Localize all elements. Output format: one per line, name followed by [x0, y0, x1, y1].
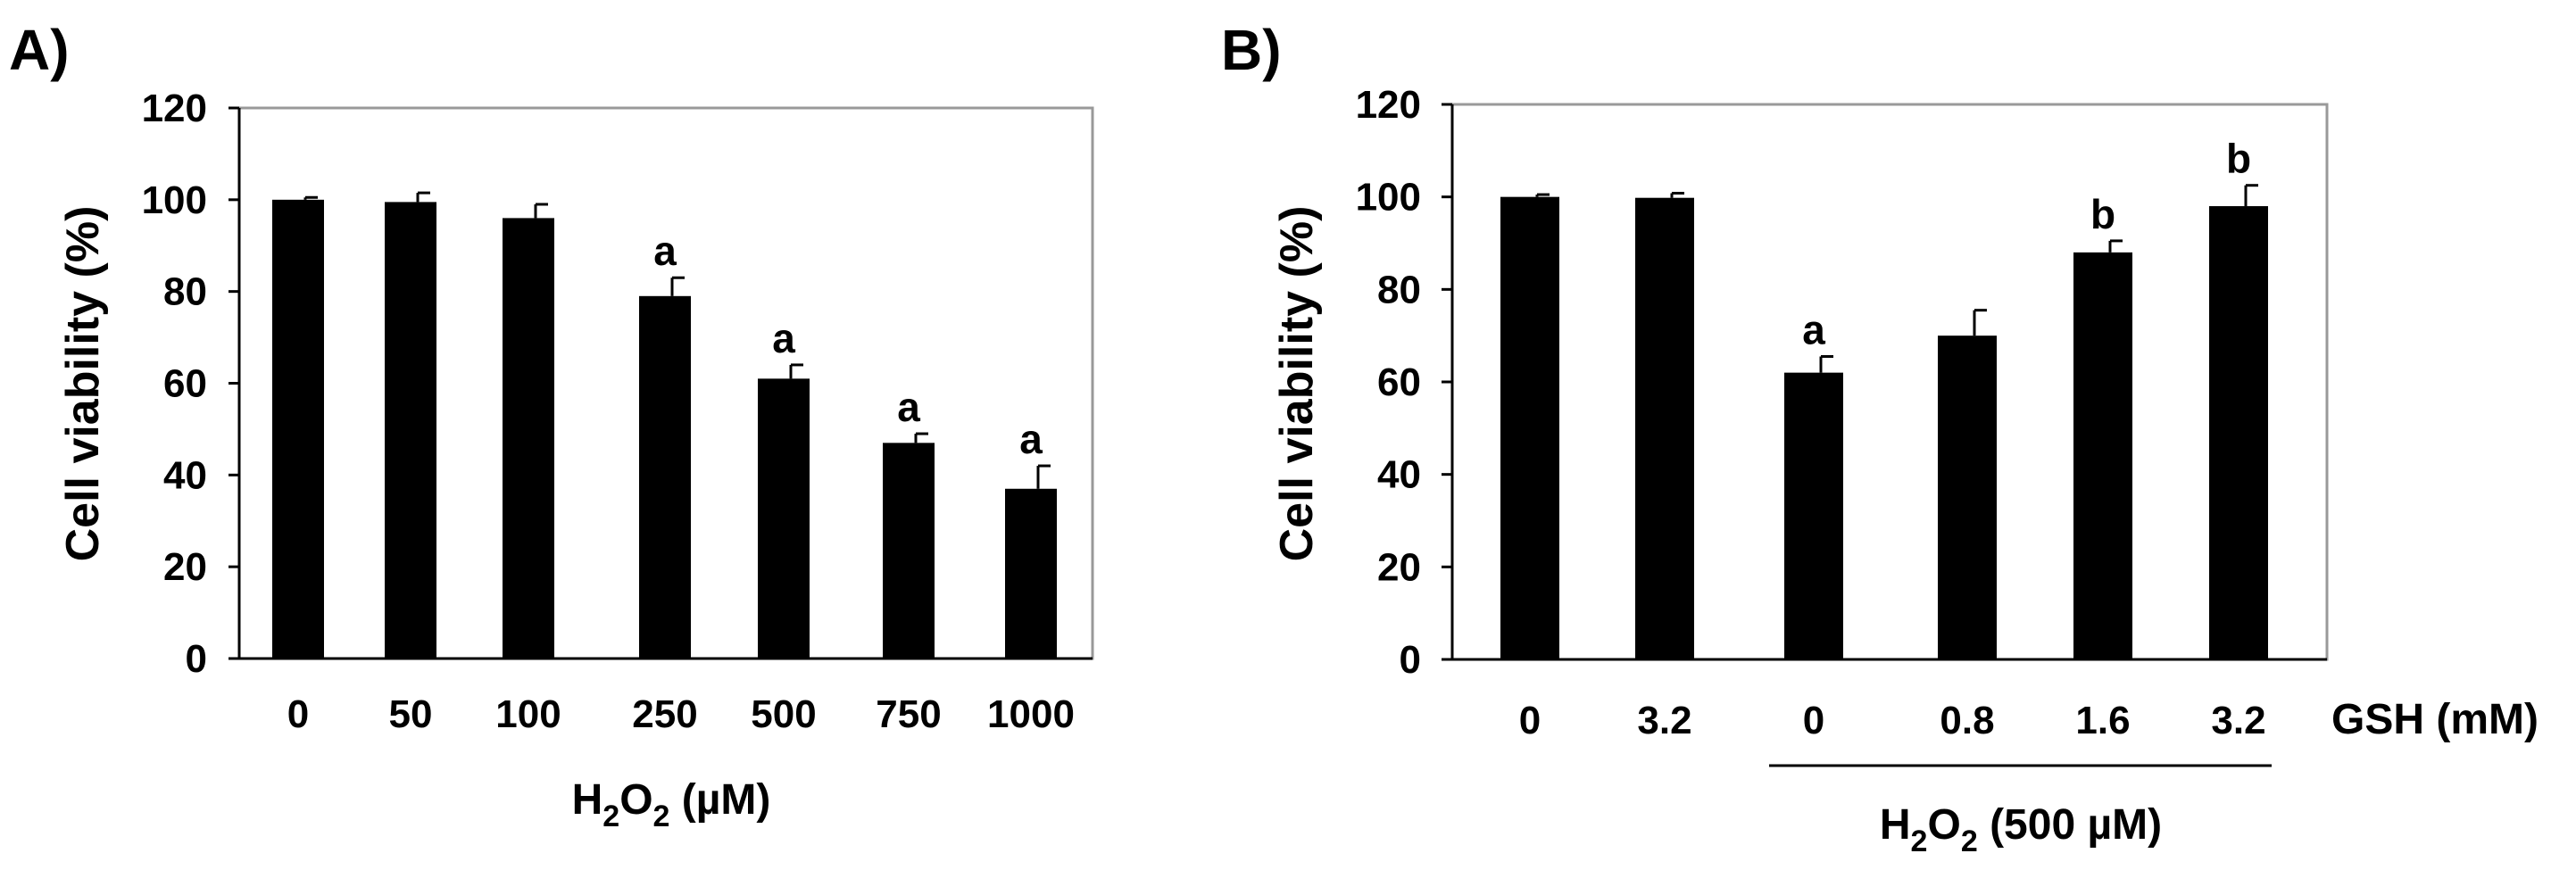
- panel-a-bar: [503, 218, 554, 659]
- panel-a-bar: [1005, 488, 1057, 659]
- panel-b-y-tick-label: 60: [1377, 360, 1421, 404]
- panel-a-bar: [883, 443, 935, 659]
- panel-b-x-tick-label: 0.8: [1940, 699, 1994, 742]
- panel-b-significance-label: b: [2090, 191, 2115, 237]
- panel-a-significance-label: a: [1019, 416, 1043, 462]
- panel-a-label: A): [9, 18, 70, 82]
- panel-b-y-tick-label: 40: [1377, 453, 1421, 497]
- panel-b-x-tick-label: 1.6: [2075, 699, 2130, 742]
- panel-a-significance-label: a: [653, 228, 677, 274]
- panel-b-x-tick-label: 3.2: [2211, 699, 2265, 742]
- panel-a-bar: [385, 202, 436, 659]
- panel-a-bar: [272, 199, 324, 659]
- panel-a-y-tick-label: 80: [163, 270, 207, 314]
- panel-b-y-tick-label: 120: [1356, 83, 1421, 127]
- panel-a-bar: [758, 378, 810, 659]
- panel-b-x-tick-label: 0: [1803, 699, 1824, 742]
- panel-a-y-tick-label: 0: [186, 637, 207, 681]
- panel-b-bar: [1635, 197, 1694, 659]
- panel-a-bar: [639, 295, 691, 659]
- panel-a-x-axis-label: H2O2 (µM): [572, 776, 771, 833]
- panel-a-x-tick-label: 0: [287, 692, 309, 736]
- panel-b-bar: [1500, 196, 1559, 659]
- panel-b-bar: [1784, 372, 1843, 659]
- panel-b-y-axis-label: Cell viability (%): [1271, 206, 1323, 562]
- panel-b-significance-label: a: [1802, 306, 1825, 352]
- panel-b-bar: [1938, 336, 1997, 659]
- panel-b-label: B): [1221, 18, 1282, 82]
- panel-b-y-tick-label: 100: [1356, 176, 1421, 220]
- panel-b-gsh-row-label: GSH (mM): [2331, 696, 2539, 743]
- panel-a-x-tick-label: 1000: [987, 692, 1075, 736]
- panel-a-y-tick-label: 120: [142, 87, 207, 130]
- panel-b-plot-frame: [1450, 103, 2329, 661]
- panel-a: A) 0 20 40 60 80 100 120 0 50 100 250 a 500 a 750 a 100…: [9, 18, 1094, 833]
- panel-b-x-tick-label: 3.2: [1637, 699, 1691, 742]
- panel-b-y-tick-label: 80: [1377, 268, 1421, 311]
- panel-a-y-tick-label: 100: [142, 178, 207, 222]
- panel-a-y-tick-label: 60: [163, 362, 207, 406]
- panel-a-x-tick-label: 250: [632, 692, 697, 736]
- panel-b-significance-label: b: [2226, 136, 2251, 182]
- panel-b-bar: [2073, 252, 2132, 659]
- panel-a-significance-label: a: [897, 384, 920, 430]
- panel-b-h2o2-group-label: H2O2 (500 µM): [1880, 801, 2162, 858]
- panel-b-bar: [2209, 206, 2268, 660]
- panel-a-x-tick-label: 750: [876, 692, 941, 736]
- panel-b-x-tick-label: 0: [1519, 699, 1541, 742]
- panel-a-y-axis-label: Cell viability (%): [57, 206, 109, 562]
- panel-a-significance-label: a: [772, 315, 795, 361]
- panel-a-x-tick-label: 50: [389, 692, 433, 736]
- panel-a-y-tick-label: 40: [163, 453, 207, 497]
- panel-a-x-tick-label: 100: [495, 692, 561, 736]
- panel-a-y-tick-label: 20: [163, 545, 207, 589]
- panel-a-x-tick-label: 500: [751, 692, 816, 736]
- panel-b-y-tick-label: 0: [1400, 638, 1421, 682]
- panel-b: B) 0 20 40 60 80 100 120 0 3.2 0 a 0.8 1.6 b 3.2 b Cel…: [1221, 18, 2539, 858]
- panel-b-y-tick-label: 20: [1377, 545, 1421, 589]
